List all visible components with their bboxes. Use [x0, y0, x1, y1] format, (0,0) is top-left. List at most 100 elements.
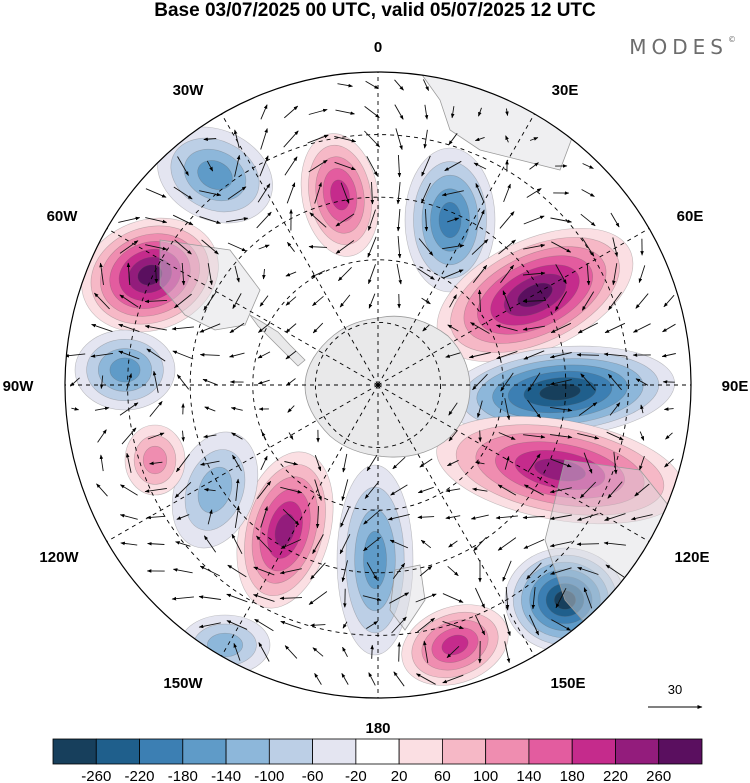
- wind-arrow: [341, 560, 348, 583]
- wind-arrow: [527, 372, 541, 392]
- label-60e: 60E: [677, 208, 704, 225]
- wind-arrow: [368, 264, 376, 285]
- anomaly-contour: [539, 383, 581, 401]
- wind-arrow: [640, 404, 644, 414]
- wind-arrow: [395, 128, 403, 151]
- wind-arrow: [260, 128, 268, 150]
- anomaly-contour: [197, 466, 233, 514]
- wind-arrow: [288, 432, 294, 440]
- wind-arrow: [392, 562, 406, 579]
- wind-arrow: [287, 241, 295, 252]
- wind-arrow: [447, 217, 460, 223]
- wind-arrow: [286, 378, 296, 386]
- wind-arrow: [394, 79, 404, 91]
- wind-arrow: [340, 182, 350, 204]
- wind-arrow: [339, 533, 351, 555]
- wind-arrow: [280, 539, 302, 549]
- anomaly-negative-175w: [336, 464, 414, 656]
- wind-arrow: [126, 373, 132, 391]
- wind-arrow: [608, 373, 622, 391]
- wind-arrow: [199, 190, 222, 197]
- wind-arrow: [232, 454, 242, 472]
- wind-arrow: [171, 596, 194, 601]
- anomaly-contour: [207, 632, 244, 658]
- colorbar-tick-label: 140: [516, 768, 541, 783]
- wind-arrow: [550, 322, 572, 334]
- wind-arrow: [630, 514, 653, 521]
- colorbar-tick-label: -140: [211, 768, 241, 783]
- wind-arrow: [396, 182, 401, 205]
- wind-arrow: [199, 323, 221, 333]
- wind-arrow: [230, 406, 243, 411]
- wind-arrow: [307, 134, 329, 144]
- wind-arrow: [505, 108, 509, 116]
- wind-arrow: [549, 541, 572, 548]
- wind-arrow: [335, 213, 355, 227]
- wind-arrow: [175, 541, 191, 547]
- wind-arrow: [577, 322, 599, 334]
- colorbar-tick-label: 220: [603, 768, 628, 783]
- wind-arrow: [198, 622, 221, 629]
- wind-arrow: [342, 646, 348, 658]
- wind-arrow: [314, 673, 322, 685]
- wind-arrow: [94, 406, 110, 411]
- wind-arrow: [498, 239, 516, 255]
- wind-arrow: [610, 212, 620, 228]
- wind-arrow: [396, 208, 401, 232]
- wind-arrow: [503, 183, 511, 203]
- wind-arrow: [417, 486, 434, 494]
- wind-arrow: [576, 542, 600, 546]
- wind-arrow: [257, 379, 270, 385]
- longitude-labels: 0 30E 60E 90E 120E 150E 180 150W 120W 90…: [3, 39, 749, 737]
- wind-arrow: [576, 353, 600, 357]
- wind-arrow: [419, 458, 433, 468]
- wind-arrow: [500, 372, 514, 392]
- wind-arrow: [207, 263, 213, 286]
- wind-arrow: [662, 323, 676, 333]
- wind-arrow: [283, 130, 299, 148]
- wind-arrow: [424, 104, 429, 120]
- wind-arrow: [549, 379, 572, 386]
- wind-arrow: [285, 271, 297, 277]
- reference-vector-label: 30: [668, 682, 682, 697]
- wind-arrow: [285, 350, 297, 360]
- wind-arrow: [555, 264, 567, 284]
- wind-arrow: [449, 294, 457, 308]
- wind-arrow: [362, 595, 382, 602]
- wind-arrow: [309, 212, 327, 228]
- wind-arrow: [444, 160, 462, 172]
- wind-arrow: [147, 432, 165, 440]
- wind-arrow: [207, 509, 213, 525]
- wind-arrow: [234, 154, 241, 177]
- wind-arrow: [448, 402, 458, 416]
- wind-arrow: [314, 479, 322, 501]
- wind-arrow: [342, 621, 348, 629]
- wind-arrow: [284, 645, 298, 659]
- wind-arrow: [550, 217, 572, 224]
- wind-arrow: [365, 80, 379, 90]
- wind-arrow: [118, 350, 140, 360]
- wind-arrow: [364, 106, 380, 118]
- wind-arrow: [495, 515, 518, 520]
- wind-arrow: [522, 271, 546, 276]
- colorbar-tick-label: -180: [168, 768, 198, 783]
- label-180: 180: [365, 720, 390, 737]
- colorbar-swatch: [312, 738, 357, 765]
- colorbar-tick-label: -260: [81, 768, 111, 783]
- latitude-circle: [252, 259, 504, 511]
- graticule: [65, 72, 691, 698]
- wind-arrow: [580, 213, 596, 227]
- wind-arrow: [442, 674, 464, 684]
- wind-arrow: [258, 642, 270, 662]
- wind-arrow: [612, 237, 619, 257]
- wind-arrow: [176, 514, 190, 520]
- wind-arrow: [233, 642, 241, 661]
- wind-arrow: [661, 353, 676, 358]
- label-120e: 120E: [674, 549, 709, 566]
- wind-arrow: [337, 83, 353, 88]
- wind-arrow: [368, 672, 376, 686]
- wind-arrow: [287, 405, 295, 413]
- colorbar-tick-label: -100: [254, 768, 284, 783]
- wind-arrow: [173, 186, 193, 200]
- wind-arrow: [527, 399, 541, 419]
